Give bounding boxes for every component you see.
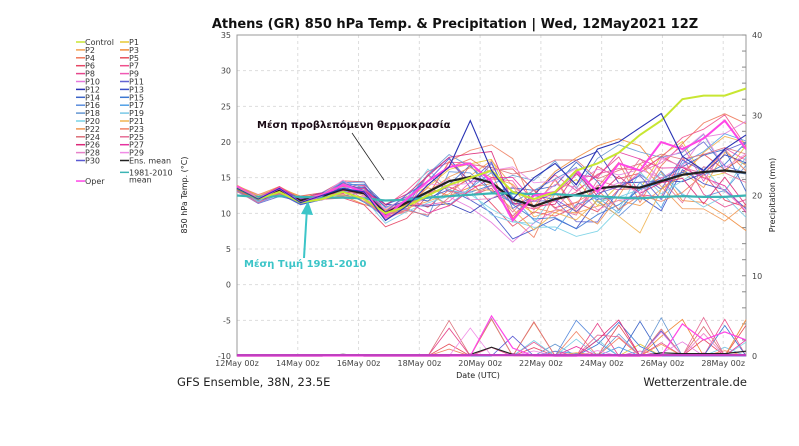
legend-label: P21 [129,117,144,126]
legend-label: P3 [129,46,139,55]
y-tick-label: 10 [221,209,231,218]
precip-line-p25 [237,316,746,357]
legend-label: Ens. mean [129,157,171,166]
precip-line-p16 [237,317,746,357]
x-tick-label: 20May 00z [458,359,502,368]
y2-tick-label: 30 [752,111,762,120]
legend-label: P23 [129,125,144,134]
legend-label: P26 [85,141,100,150]
y-tick-label: 15 [221,174,231,183]
temp-lines [236,87,747,243]
legend-label: P18 [85,109,100,118]
y-tick-label: 5 [226,245,231,254]
precip-line-p3 [237,318,747,357]
temp-line-p8 [236,155,747,217]
precip-line-p7 [237,318,747,357]
legend-label: P9 [129,70,139,79]
y-axis-label: 850 hPa Temp. (°C) [180,156,189,233]
legend-label: mean [129,175,152,184]
legend-label: P6 [85,62,95,71]
legend-label: P27 [129,141,144,150]
legend-label: P8 [85,70,95,79]
legend: Control P1 P2 P3 P4 P5 P6 P7 P8 P9 P10 P11 P12 P13 P14… [76,38,173,186]
y-tick-label: 35 [221,31,231,40]
x-tick-label: 28May 00z [701,359,745,368]
legend-label: P14 [85,93,100,102]
y-tick-label: 30 [221,67,231,76]
legend-label: Oper [85,177,105,186]
precip-line-p24 [237,319,746,357]
legend-label: P10 [85,78,100,87]
footer-brand: Wetterzentrale.de [643,375,747,389]
arrow-head-icon [301,201,313,215]
climate-mean-annotation: Μέση Τιμή 1981-2010 [244,258,366,270]
x-tick-label: 18May 00z [398,359,442,368]
x-tick-label: 16May 00z [337,359,381,368]
y2-tick-label: 40 [752,31,762,40]
precip-line-p18 [237,316,746,357]
legend-label: P17 [129,101,144,110]
legend-label: P2 [85,46,95,55]
precip-line-p14 [237,320,746,357]
legend-label: P22 [85,125,100,134]
x-tick-label: 24May 00z [580,359,624,368]
y-tick-label: -5 [223,316,231,325]
legend-label: P20 [85,117,100,126]
precip-line-oper [237,314,747,357]
y-tick-label: 25 [221,102,231,111]
legend-label: P7 [129,62,139,71]
temp-line-p27 [236,151,747,214]
legend-label: P28 [85,149,100,158]
x-tick-label: 12May 00z [215,359,259,368]
y2-tick-label: 0 [752,352,757,361]
precip-line-p22 [237,319,747,357]
legend-label: P29 [129,149,144,158]
legend-label: P16 [85,101,100,110]
x-tick-label: 14May 00z [276,359,320,368]
legend-label: P19 [129,109,144,118]
forecast-mean-pointer [351,132,385,181]
chart-title: Athens (GR) 850 hPa Temp. & Precipitatio… [212,17,698,32]
legend-label: P13 [129,85,144,94]
precip-line-p15 [237,321,747,357]
x-axis-label: Date (UTC) [456,371,500,380]
legend-label: P25 [129,133,144,142]
y2-axis-label: Precipitation (mm) [768,158,777,232]
legend-label: P30 [85,157,100,166]
y-tick-label: 20 [221,138,231,147]
legend-label: 1981-2010 [129,168,173,177]
temp-line-p12 [236,112,747,222]
legend-label: P4 [85,54,95,63]
legend-label: Control [85,38,114,47]
legend-label: P12 [85,85,100,94]
precip-line-p26 [237,319,746,357]
forecast-mean-annotation: Μέση προβλεπόμενη θερμοκρασία [257,119,451,131]
precip-lines [237,314,747,357]
legend-label: P11 [129,78,144,87]
y2-axis-ticks: 0 10 20 30 40 [742,31,762,361]
y2-tick-label: 10 [752,272,762,281]
y-tick-label: 0 [226,281,231,290]
precip-line-p29 [237,327,746,357]
precip-line-p23 [237,318,747,357]
precip-line-p6 [237,318,747,357]
x-tick-label: 26May 00z [641,359,685,368]
x-axis-ticks: 12May 00z 14May 00z 16May 00z 18May 00z 20Ma… [215,359,745,368]
temp-line-1981-2010-mean [236,192,747,202]
y2-tick-label: 20 [752,192,762,201]
legend-label: P5 [129,54,139,63]
legend-label: P1 [129,38,139,47]
legend-label: P24 [85,133,100,142]
x-tick-label: 22May 00z [519,359,563,368]
legend-label: P15 [129,93,144,102]
y-axis-ticks: -10 -5 0 5 10 15 20 25 30 35 [218,31,231,361]
y-tick-label: -10 [218,352,231,361]
climate-mean-pointer [303,207,308,259]
footer-source: GFS Ensemble, 38N, 23.5E [177,375,330,389]
